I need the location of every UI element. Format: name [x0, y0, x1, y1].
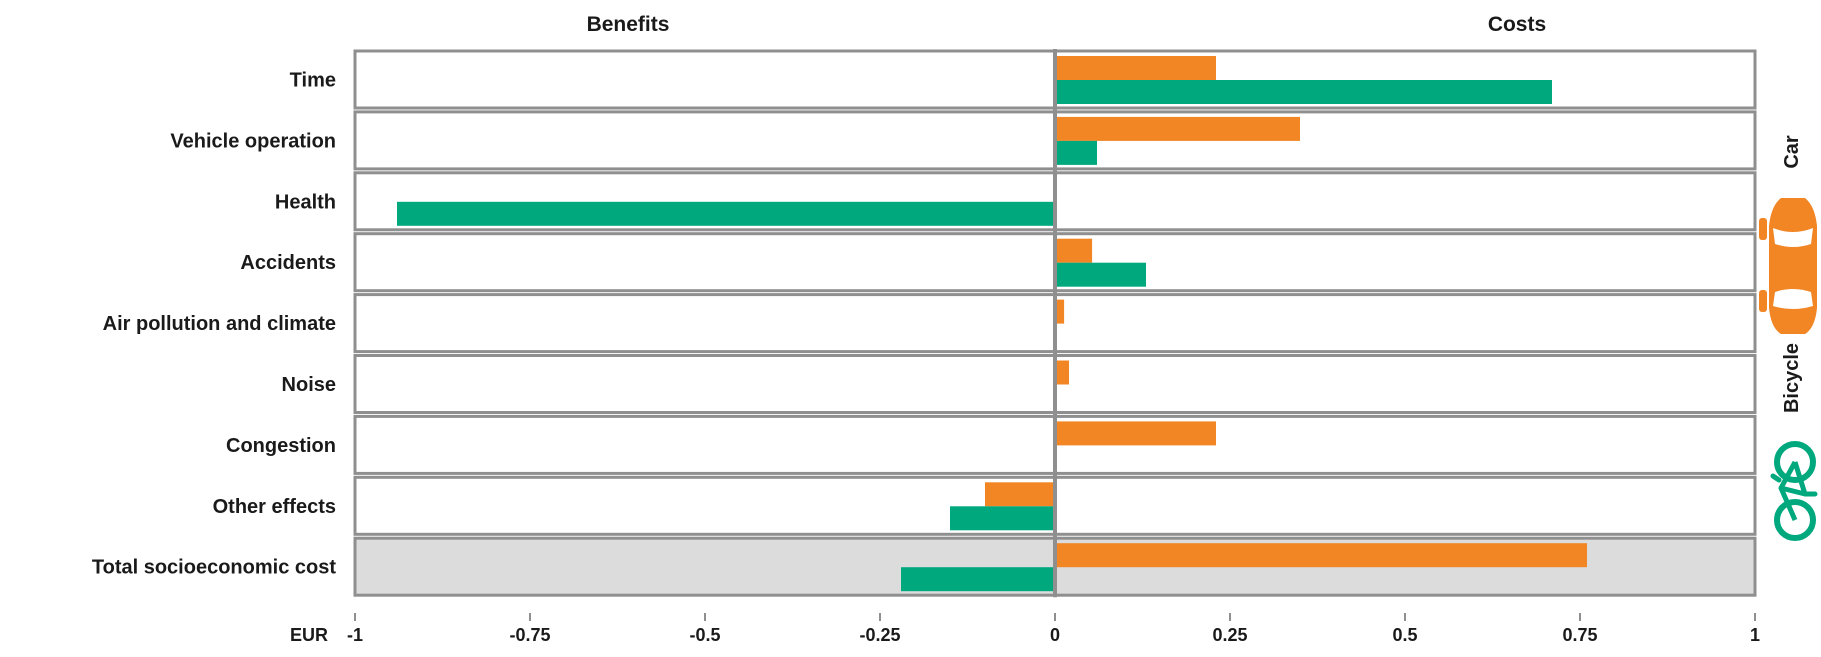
legend-label-bicycle: Bicycle: [1781, 343, 1803, 413]
bars: [397, 56, 1587, 592]
category-labels: Time Vehicle operation Health Accidents Air …: [92, 70, 336, 579]
category-label-accidents: Accidents: [240, 252, 336, 274]
bar-car-congestion: [1055, 421, 1216, 446]
bar-car-time: [1055, 56, 1216, 80]
legend-label-car: Car: [1781, 135, 1803, 169]
legend: Car Bicycle: [1759, 135, 1818, 541]
tick-label: 0.25: [1212, 625, 1247, 645]
bar-bicycle-health: [397, 201, 1055, 226]
bar-car-total-socioeconomic-cost: [1055, 543, 1587, 568]
category-label-air-pollution-and-climate: Air pollution and climate: [103, 313, 336, 335]
tick-label: 0.5: [1392, 625, 1417, 645]
tick-label: -0.75: [509, 625, 550, 645]
category-label-total-socioeconomic-cost: Total socioeconomic cost: [92, 557, 336, 579]
bar-car-other-effects: [985, 482, 1055, 507]
category-label-other-effects: Other effects: [213, 496, 336, 518]
bar-car-air-pollution-and-climate: [1055, 299, 1065, 324]
bar-bicycle-other-effects: [950, 506, 1055, 531]
tick-label: -0.5: [689, 625, 720, 645]
axis-unit-label: EUR: [290, 625, 328, 645]
category-label-time: Time: [290, 70, 336, 92]
bar-car-vehicle-operation: [1055, 116, 1300, 141]
category-label-congestion: Congestion: [226, 435, 336, 457]
tick-label: -0.25: [859, 625, 900, 645]
bar-bicycle-accidents: [1055, 262, 1146, 287]
bar-bicycle-total-socioeconomic-cost: [901, 567, 1055, 592]
bicycle-icon: [1770, 441, 1818, 541]
tick-label: 0: [1050, 625, 1060, 645]
costs-header: Costs: [1488, 13, 1546, 36]
bar-car-noise: [1055, 360, 1069, 385]
bar-bicycle-time: [1055, 80, 1552, 104]
category-label-noise: Noise: [282, 374, 336, 396]
car-icon: [1759, 198, 1817, 334]
legend-item-bicycle: Bicycle: [1770, 343, 1818, 541]
benefits-header: Benefits: [587, 13, 670, 36]
tick-label: 1: [1750, 625, 1760, 645]
tick-label: 0.75: [1562, 625, 1597, 645]
legend-item-car: Car: [1759, 135, 1817, 334]
x-axis: EUR -1 -0.75 -0.5 -0.25 0 0.25 0.5 0.75 1: [290, 613, 1760, 645]
tick-label: -1: [347, 625, 363, 645]
category-label-vehicle-operation: Vehicle operation: [170, 130, 336, 152]
category-label-health: Health: [275, 191, 336, 213]
bar-car-accidents: [1055, 238, 1093, 263]
bar-bicycle-vehicle-operation: [1055, 140, 1097, 165]
